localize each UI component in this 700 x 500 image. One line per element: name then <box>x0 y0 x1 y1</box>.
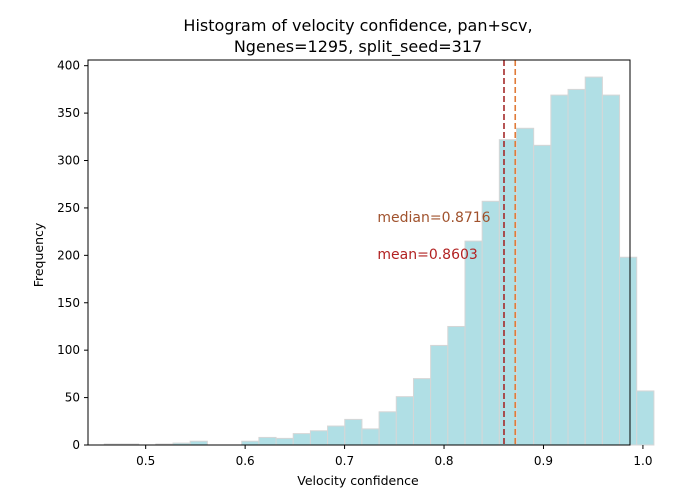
y-tick-label: 100 <box>57 343 80 357</box>
reference-lines <box>503 60 517 445</box>
histogram-bar <box>550 94 569 446</box>
histogram-bar <box>241 440 260 446</box>
y-axis-ticks: 0 50 100 150 200 250 300 350 400 <box>57 59 88 452</box>
y-tick-label: 0 <box>72 438 80 452</box>
histogram-bar <box>189 440 208 446</box>
histogram-bar <box>516 127 535 446</box>
chart-title-line-2: Ngenes=1295, split_seed=317 <box>234 37 482 57</box>
histogram-bar <box>395 396 414 446</box>
y-axis-label: Frequency <box>31 222 46 287</box>
x-tick-label: 0.5 <box>136 454 155 468</box>
histogram-bar <box>275 437 294 446</box>
x-axis-ticks: 0.5 0.6 0.7 0.8 0.9 1.0 <box>136 445 652 468</box>
histogram-bar <box>636 390 655 446</box>
histogram-bar <box>258 436 277 446</box>
histogram-bar <box>327 425 346 446</box>
histogram-bar <box>447 325 466 446</box>
x-tick-label: 0.6 <box>236 454 255 468</box>
histogram-bars <box>103 76 655 446</box>
histogram-bar <box>533 144 552 446</box>
x-axis-label: Velocity confidence <box>297 473 419 488</box>
histogram-bar <box>498 139 518 446</box>
y-tick-label: 350 <box>57 106 80 120</box>
histogram-bar <box>619 256 638 446</box>
histogram-bar <box>344 418 363 446</box>
histogram-bar <box>481 200 500 446</box>
mean-annotation: mean=0.8603 <box>377 247 477 263</box>
histogram-bar <box>412 378 432 446</box>
x-tick-label: 1.0 <box>633 454 652 468</box>
y-tick-label: 50 <box>65 391 80 405</box>
x-tick-label: 0.7 <box>335 454 354 468</box>
chart-title-line-1: Histogram of velocity confidence, pan+sc… <box>183 16 532 35</box>
histogram-bar <box>378 411 397 446</box>
y-tick-label: 150 <box>57 296 80 310</box>
plot-frame <box>87 59 631 446</box>
y-tick-label: 400 <box>57 59 80 73</box>
histogram-bar <box>464 240 483 446</box>
median-annotation: median=0.8716 <box>377 210 490 226</box>
histogram-bar <box>309 430 329 446</box>
x-tick-label: 0.9 <box>534 454 553 468</box>
histogram-bar <box>361 428 380 446</box>
y-tick-label: 250 <box>57 201 80 215</box>
x-tick-label: 0.8 <box>434 454 453 468</box>
histogram-bar <box>584 76 603 446</box>
y-tick-label: 200 <box>57 248 80 262</box>
y-tick-label: 300 <box>57 154 80 168</box>
annotations: median=0.8716 mean=0.8603 <box>377 210 490 263</box>
histogram-bar <box>430 344 449 446</box>
histogram-bar <box>567 88 586 446</box>
histogram-bar <box>292 433 311 446</box>
histogram-bar <box>601 94 621 446</box>
